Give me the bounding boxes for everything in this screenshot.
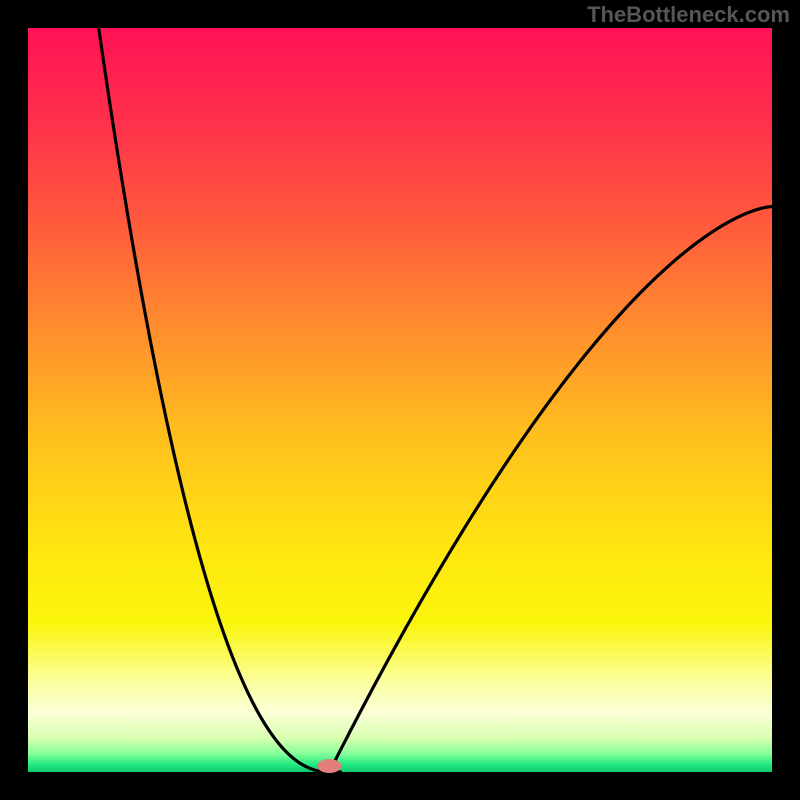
optimal-point-marker: [317, 759, 341, 773]
watermark-text: TheBottleneck.com: [587, 2, 790, 28]
bottleneck-chart: [0, 0, 800, 800]
chart-container: TheBottleneck.com: [0, 0, 800, 800]
gradient-panel: [28, 28, 772, 772]
